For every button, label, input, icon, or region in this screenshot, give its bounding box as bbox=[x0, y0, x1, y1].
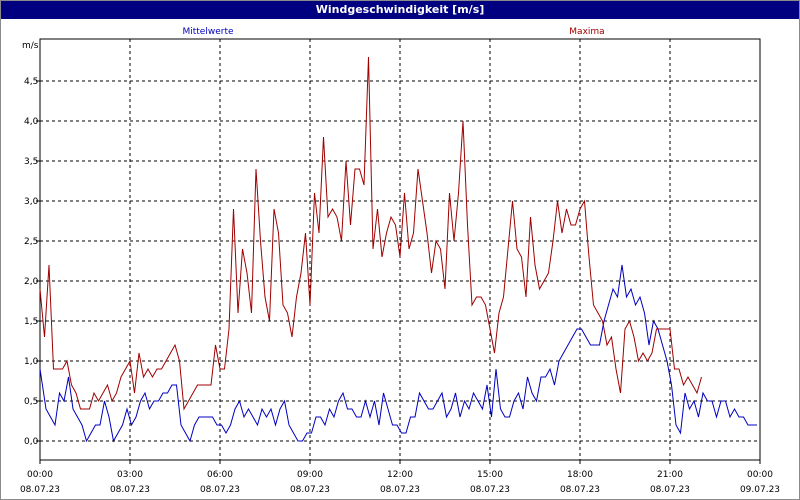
x-tick-time: 09:00 bbox=[297, 470, 323, 480]
y-tick-label: 2,0 bbox=[24, 277, 39, 287]
series-line-maxima bbox=[39, 56, 702, 411]
grid-lines bbox=[40, 39, 760, 460]
y-tick-label: 4,5 bbox=[24, 77, 38, 87]
y-tick-label: 0,5 bbox=[24, 397, 38, 407]
y-tick-label: 4,0 bbox=[24, 117, 39, 127]
y-axis-label: m/s bbox=[22, 41, 39, 51]
y-axis-ticks: 0,0 0,5 1,0 1,5 2,0 2,5 3,0 3,5 4,0 4,5 bbox=[24, 77, 40, 447]
x-tick-date: 08.07.23 bbox=[470, 485, 510, 495]
window-title: Windgeschwindigkeit [m/s] bbox=[1, 1, 799, 19]
x-tick-time: 06:00 bbox=[207, 470, 233, 480]
x-tick-date: 08.07.23 bbox=[20, 485, 60, 495]
y-tick-label: 3,5 bbox=[24, 157, 38, 167]
series-line-mittelwerte bbox=[39, 264, 757, 443]
x-tick-date: 08.07.23 bbox=[110, 485, 150, 495]
x-axis-ticks: 00:00 08.07.23 03:00 08.07.23 06:00 08.07.23 0… bbox=[20, 460, 780, 495]
x-tick-time: 18:00 bbox=[567, 470, 593, 480]
x-tick-time: 03:00 bbox=[117, 470, 143, 480]
x-tick-time: 00:00 bbox=[27, 470, 53, 480]
x-tick-time: 15:00 bbox=[477, 470, 503, 480]
y-tick-label: 1,0 bbox=[24, 357, 39, 367]
x-tick-date: 08.07.23 bbox=[290, 485, 330, 495]
x-tick-time: 00:00 bbox=[747, 470, 773, 480]
legend-maxima: Maxima bbox=[569, 27, 604, 37]
x-tick-date: 08.07.23 bbox=[650, 485, 690, 495]
x-tick-time: 12:00 bbox=[387, 470, 413, 480]
y-tick-label: 0,0 bbox=[24, 437, 39, 447]
legend-mittelwerte: Mittelwerte bbox=[182, 27, 233, 37]
y-tick-label: 3,0 bbox=[24, 197, 39, 207]
y-tick-label: 1,5 bbox=[24, 317, 38, 327]
x-tick-date: 08.07.23 bbox=[560, 485, 600, 495]
x-tick-date: 09.07.23 bbox=[740, 485, 780, 495]
x-tick-date: 08.07.23 bbox=[200, 485, 240, 495]
x-tick-time: 21:00 bbox=[657, 470, 683, 480]
y-tick-label: 2,5 bbox=[24, 237, 38, 247]
series-lines bbox=[39, 56, 757, 443]
x-tick-date: 08.07.23 bbox=[380, 485, 420, 495]
